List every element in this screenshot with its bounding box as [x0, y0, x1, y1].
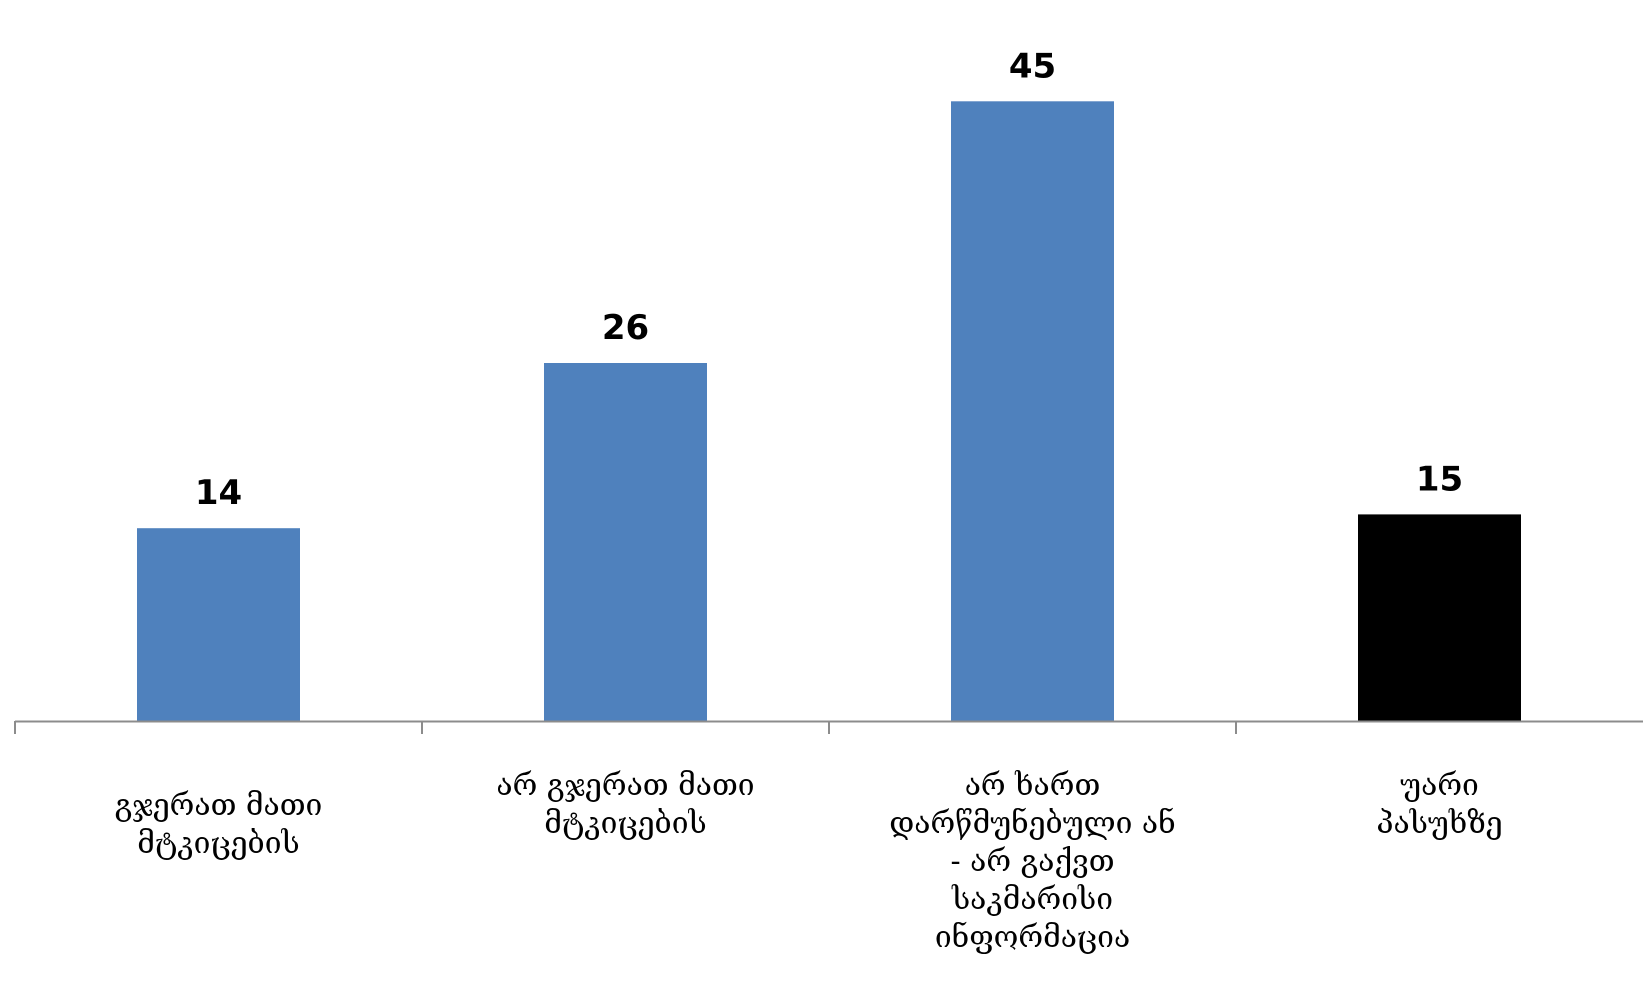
category-label-4: უარი პასუხზე — [1376, 768, 1502, 841]
category-label-line: - არ გაქვთ — [950, 844, 1114, 879]
bar-4 — [1358, 514, 1521, 721]
category-label-2: არ გჯერათ მათი მტკიცების — [496, 768, 754, 841]
category-label-line: მტკიცების — [137, 826, 299, 861]
data-label-3: 45 — [1009, 46, 1056, 86]
bar-2 — [544, 363, 707, 721]
bar-3 — [951, 101, 1114, 722]
data-label-1: 14 — [195, 473, 242, 513]
category-label-line: არ ხართ — [965, 768, 1101, 803]
data-label-2: 26 — [602, 308, 649, 348]
category-label-line: ინფორმაცია — [935, 920, 1130, 955]
category-label-line: საკმარისი — [951, 882, 1113, 917]
category-label-line: გჯერათ მათი — [115, 788, 323, 823]
bar-1 — [137, 528, 300, 721]
category-label-line: პასუხზე — [1376, 806, 1502, 841]
category-label-line: მტკიცების — [544, 806, 706, 841]
category-label-line: უარი — [1400, 768, 1479, 803]
category-label-1: გჯერათ მათი მტკიცების — [115, 788, 323, 861]
data-label-4: 15 — [1416, 459, 1463, 499]
category-label-3: არ ხართ დარწმუნებული ან - არ გაქვთ საკმარის… — [889, 768, 1175, 955]
category-label-line: არ გჯერათ მათი — [496, 768, 754, 803]
category-label-line: დარწმუნებული ან — [889, 806, 1175, 841]
